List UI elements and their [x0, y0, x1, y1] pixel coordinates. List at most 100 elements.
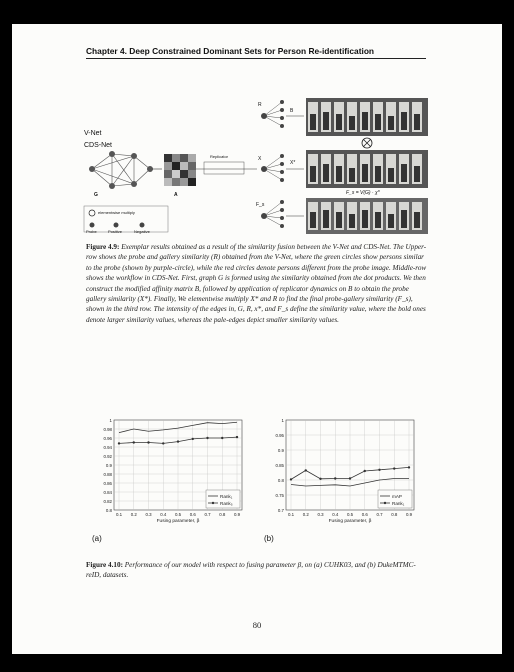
x-tick-label: 0.2: [131, 512, 138, 517]
gallery-strips: [306, 98, 428, 234]
graph-g-label: G: [94, 192, 98, 198]
data-point: [407, 466, 411, 469]
y-tick-label: 0.9: [278, 448, 285, 453]
legend-label: Rank₅: [220, 501, 233, 506]
y-tick-label: 0.96: [103, 436, 112, 441]
cdsnet-label: CDS-Net: [84, 142, 113, 149]
legend-marker: [383, 501, 387, 505]
data-point: [206, 436, 209, 440]
data-point: [363, 469, 366, 473]
legend-marker: [211, 501, 215, 505]
document-page: Chapter 4. Deep Constrained Dominant Set…: [12, 24, 502, 654]
x-tick-label: 0.7: [204, 512, 211, 517]
y-tick-label: 0.88: [103, 472, 112, 477]
data-point: [132, 441, 135, 444]
data-point: [162, 442, 165, 445]
xs-label: X*: [290, 160, 296, 166]
figure-4-10-caption: Figure 4.10: Performance of our model wi…: [86, 560, 428, 581]
y-tick-label: 0.8: [106, 508, 113, 513]
data-point: [304, 469, 307, 472]
y-tick-label: 0.92: [103, 454, 112, 459]
x-tick-label: 0.3: [145, 512, 152, 517]
multiply-symbol-icon: [361, 137, 373, 149]
y-tick-label: 0.75: [275, 493, 284, 498]
legend-label: Rank₁: [392, 501, 405, 506]
graph-nodes: [89, 151, 153, 189]
data-point: [191, 437, 194, 441]
x-tick-label: 0.9: [406, 512, 413, 517]
series-line-1: [290, 478, 409, 487]
replicator-label: Replicator: [210, 154, 229, 159]
panel-a-label: (a): [92, 534, 102, 543]
legend-label: Rank₁: [220, 494, 233, 499]
matrix-a-label: A: [174, 192, 178, 198]
y-tick-label: 1: [282, 418, 285, 423]
x-tick-label: 0.6: [190, 512, 197, 517]
node-fans: [263, 101, 283, 227]
data-point: [378, 468, 381, 471]
b-label: B: [290, 108, 294, 114]
caption-text: Exemplar results obtained as a result of…: [86, 243, 427, 324]
x-tick-label: 0.7: [376, 512, 383, 517]
legend-label: mAP: [392, 494, 402, 499]
y-tick-label: 0.94: [103, 445, 112, 450]
data-point: [147, 441, 150, 444]
vnet-label: V-Net: [84, 130, 102, 137]
y-tick-label: 0.84: [103, 490, 112, 495]
x-tick-label: 0.6: [362, 512, 369, 517]
data-point: [393, 467, 396, 470]
data-point: [348, 477, 352, 480]
chart-panel-b: 0.7 0.75 0.8 0.85 0.9 0.95 1 0.1 0.2 0.3 0.4 0.5 0.6…: [275, 418, 415, 524]
x-tick-label: 0.5: [175, 512, 182, 517]
fs-label: F_s: [256, 202, 265, 208]
legend-multiply: elementwise multiply: [98, 210, 135, 215]
x-tick-label: 0.2: [303, 512, 310, 517]
x-tick-label: 0.4: [160, 512, 167, 517]
y-tick-label: 0.95: [275, 433, 284, 438]
diagram-legend: [83, 205, 169, 233]
y-tick-label: 0.86: [103, 481, 112, 486]
figure-4-9-caption: Figure 4.9: Exemplar results obtained as…: [86, 242, 428, 325]
x-axis-label: Fusing parameter, β: [329, 518, 372, 524]
page-number: 80: [252, 620, 262, 630]
x-tick-label: 0.8: [219, 512, 226, 517]
y-tick-label: 0.8: [278, 478, 285, 483]
y-tick-label: 0.98: [103, 427, 112, 432]
legend-positive: Positive: [108, 229, 123, 234]
chart-legend: [205, 489, 241, 509]
graph-g: [91, 153, 151, 187]
affinity-matrix-a: [164, 154, 196, 186]
chart-panel-a: 0.8 0.82 0.84 0.86 0.88 0.9 0.92 0.94 0.96 0.98 1 0…: [103, 418, 243, 524]
figure-4-9: V-Net CDS-Net G A Replicator R B X X* F_…: [82, 94, 432, 234]
y-tick-label: 0.9: [106, 463, 113, 468]
y-tick-label: 0.7: [278, 508, 285, 513]
data-point: [289, 478, 293, 481]
data-point: [235, 435, 239, 439]
data-point: [117, 442, 121, 445]
x-tick-label: 0.8: [391, 512, 398, 517]
panel-b-label: (b): [264, 534, 274, 543]
y-tick-label: 1: [110, 418, 113, 423]
x-tick-label: 0.3: [317, 512, 324, 517]
legend-probe: Probe: [86, 229, 97, 234]
data-point: [319, 477, 322, 480]
x-label: X: [258, 156, 262, 162]
caption-text: Performance of our model with respect to…: [86, 561, 416, 580]
chart-legend: [377, 489, 413, 509]
x-tick-label: 0.1: [288, 512, 295, 517]
r-label: R: [258, 102, 262, 108]
workflow-diagram: [83, 98, 428, 234]
fusion-formula: F_s = V(G) · χ*: [346, 190, 380, 196]
data-point: [221, 436, 224, 440]
x-tick-label: 0.1: [116, 512, 123, 517]
data-point: [334, 477, 337, 480]
legend-negative: Negative: [134, 229, 150, 234]
y-tick-label: 0.82: [103, 499, 112, 504]
data-point: [176, 440, 180, 443]
y-tick-label: 0.85: [275, 463, 284, 468]
x-tick-label: 0.5: [347, 512, 354, 517]
x-tick-label: 0.9: [234, 512, 241, 517]
x-axis-label: Fusing parameter, β: [157, 518, 200, 524]
caption-label: Figure 4.9:: [86, 243, 120, 251]
chapter-header: Chapter 4. Deep Constrained Dominant Set…: [86, 46, 426, 59]
